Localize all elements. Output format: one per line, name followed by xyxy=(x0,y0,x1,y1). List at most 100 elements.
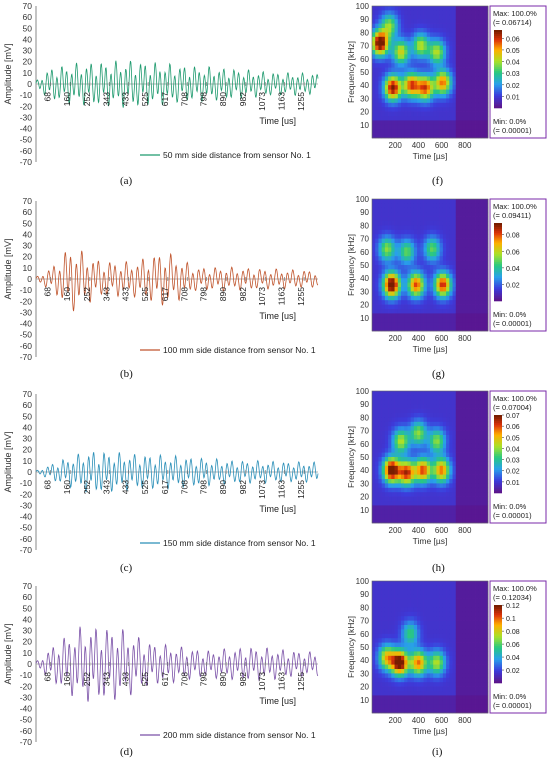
heatmap-cell xyxy=(401,452,405,458)
heatmap-cell xyxy=(423,229,428,235)
heatmap-cell xyxy=(423,41,428,46)
heatmap-cell xyxy=(397,36,402,42)
heatmap-cell xyxy=(462,426,466,431)
heatmap-cell xyxy=(426,518,431,524)
heatmap-cell xyxy=(449,505,453,511)
colorbar-segment xyxy=(494,436,502,439)
heatmap-cell xyxy=(426,633,431,639)
heatmap-cell xyxy=(459,430,463,436)
heatmap-cell xyxy=(407,63,411,68)
heatmap-cell xyxy=(465,660,469,665)
heatmap-cell xyxy=(455,313,460,319)
heatmap-cell xyxy=(455,273,460,279)
heatmap-cell xyxy=(446,655,450,661)
heatmap-cell xyxy=(481,430,486,436)
heatmap-cell xyxy=(484,461,489,467)
heatmap-cell xyxy=(391,304,395,310)
heatmap-cell xyxy=(433,664,437,670)
heatmap-cell xyxy=(410,677,415,683)
heatmap-cell xyxy=(430,443,434,449)
heatmap-cell xyxy=(471,677,476,683)
heatmap-cell xyxy=(433,203,437,209)
heatmap-cell xyxy=(462,63,466,68)
colorbar-segment xyxy=(494,240,502,243)
heatmap-cell xyxy=(478,234,482,239)
heatmap-cell xyxy=(433,686,437,692)
heatmap-cell xyxy=(459,269,463,275)
heatmap-cell xyxy=(455,395,460,401)
heatmap-cell xyxy=(452,133,457,139)
heatmap-cell xyxy=(436,291,440,297)
heatmap-cell xyxy=(378,36,382,42)
heatmap-cell xyxy=(391,465,395,471)
heatmap-cell xyxy=(475,686,479,692)
heatmap-cell xyxy=(433,89,437,95)
heatmap-cell xyxy=(384,300,389,305)
heatmap-cell xyxy=(439,616,444,621)
heatmap-cell xyxy=(481,620,486,626)
colorbar-segment xyxy=(494,100,502,103)
heatmap-cell xyxy=(407,492,411,497)
heatmap-cell xyxy=(410,41,415,46)
heatmap-cell xyxy=(481,317,486,323)
heatmap-cell xyxy=(397,28,402,33)
heatmap-cell xyxy=(478,691,482,696)
heatmap-cell xyxy=(401,430,405,436)
heatmap-cell xyxy=(388,133,392,139)
heatmap-cell xyxy=(436,23,440,29)
heatmap-cell xyxy=(430,518,434,524)
heatmap-cell xyxy=(439,611,444,617)
heatmap-cell xyxy=(401,616,405,621)
heatmap-cell xyxy=(465,483,469,489)
heatmap-cell xyxy=(388,269,392,275)
heatmap-cell xyxy=(442,80,447,86)
heatmap-cell xyxy=(459,443,463,449)
heatmap-cell xyxy=(372,474,376,480)
heatmap-cell xyxy=(375,669,379,674)
heatmap-cell xyxy=(468,129,473,134)
heatmap-cell xyxy=(478,704,482,709)
heatmap-cell xyxy=(410,291,415,297)
heatmap-cell xyxy=(436,461,440,467)
heatmap-cell xyxy=(446,295,450,301)
heatmap-cell xyxy=(471,247,476,253)
heatmap-cell xyxy=(375,496,379,502)
heatmap-cell xyxy=(391,243,395,248)
heatmap-cell xyxy=(446,404,450,409)
heatmap-cell xyxy=(436,287,440,292)
heatmap-cell xyxy=(423,317,428,323)
heatmap-cell xyxy=(417,291,421,297)
heatmap-cell xyxy=(471,598,476,604)
heatmap-cell xyxy=(420,89,424,95)
x-tick-label: 1255 xyxy=(296,672,306,691)
heatmap-cell xyxy=(455,76,460,82)
heatmap-cell xyxy=(397,474,402,480)
heatmap-cell xyxy=(378,647,382,652)
heatmap-cell xyxy=(475,199,479,204)
heatmap-cell xyxy=(397,120,402,126)
heatmap-cell xyxy=(378,265,382,270)
heatmap-cell xyxy=(433,496,437,502)
heatmap-cell xyxy=(397,32,402,38)
colorbar-segment xyxy=(494,432,502,435)
heatmap-cell xyxy=(404,664,408,670)
heatmap-cell xyxy=(439,10,444,16)
heatmap-cell xyxy=(484,443,489,449)
heatmap-cell xyxy=(449,651,453,657)
heatmap-cell xyxy=(455,647,460,652)
heatmap-cell xyxy=(452,45,457,51)
heatmap-cell xyxy=(468,36,473,42)
heatmap-cell xyxy=(404,616,408,621)
heatmap-cell xyxy=(481,269,486,275)
y-tick-label: 20 xyxy=(360,301,369,310)
heatmap-cell xyxy=(381,598,386,604)
heatmap-cell xyxy=(430,72,434,77)
heatmap-cell xyxy=(442,32,447,38)
heatmap-cell xyxy=(462,221,466,226)
heatmap-cell xyxy=(372,417,376,423)
heatmap-cell xyxy=(417,647,421,652)
heatmap-cell xyxy=(462,691,466,696)
colorbar-tick-label: 0.06 xyxy=(506,642,520,649)
heatmap-cell xyxy=(397,391,402,396)
heatmap-cell xyxy=(484,28,489,33)
